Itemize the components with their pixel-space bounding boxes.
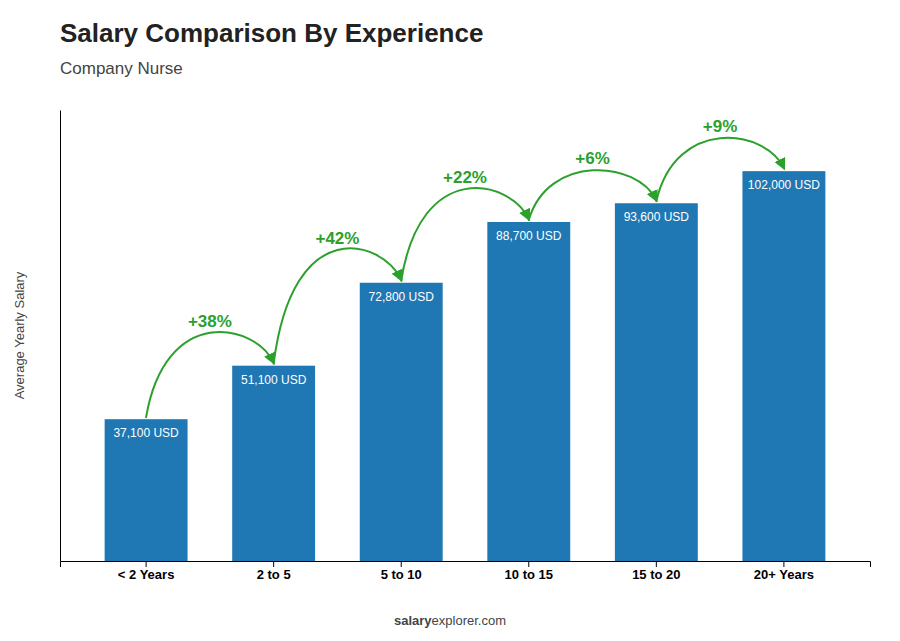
footer: salaryexplorer.com bbox=[394, 613, 506, 628]
annotation-arrow bbox=[529, 170, 657, 220]
y-axis-title: Average Yearly Salary bbox=[12, 271, 27, 399]
x-tick: 20+ Years bbox=[754, 561, 814, 582]
annotation: +9% bbox=[703, 117, 738, 136]
annotation: +38% bbox=[188, 312, 232, 331]
x-tick-mark bbox=[401, 561, 402, 567]
x-tick-label: 10 to 15 bbox=[505, 567, 553, 582]
data-label: 102,000 USD bbox=[748, 178, 820, 192]
bar bbox=[615, 203, 698, 561]
data-label: 51,100 USD bbox=[241, 373, 307, 387]
x-tick: 5 to 10 bbox=[381, 561, 422, 582]
x-tick-label: 2 to 5 bbox=[257, 567, 291, 582]
data-label: 37,100 USD bbox=[113, 426, 179, 440]
bar bbox=[360, 283, 443, 561]
x-tick: < 2 Years bbox=[118, 561, 175, 582]
y-axis-line bbox=[60, 111, 61, 562]
annotation: +42% bbox=[315, 229, 359, 248]
title: Salary Comparison By Experience bbox=[60, 18, 483, 48]
bars bbox=[105, 171, 826, 561]
y-axis bbox=[60, 111, 61, 562]
annotation-arrow bbox=[146, 332, 274, 417]
chart: Salary Comparison By Experience Company N… bbox=[0, 0, 900, 641]
x-tick-mark bbox=[783, 561, 784, 567]
x-tick-label: 20+ Years bbox=[754, 567, 814, 582]
annotations: +38% +42% +22% +6% +9% bbox=[146, 117, 784, 417]
annotation: +6% bbox=[575, 149, 610, 168]
x-tick-mark bbox=[528, 561, 529, 567]
x-tick-label: 5 to 10 bbox=[381, 567, 422, 582]
bar bbox=[487, 222, 570, 561]
x-axis: < 2 Years 2 to 5 5 to 10 10 to 15 15 to 20 20… bbox=[61, 561, 871, 582]
x-tick-mark bbox=[273, 561, 274, 567]
x-tick: 10 to 15 bbox=[505, 561, 553, 582]
x-tick-label: 15 to 20 bbox=[632, 567, 680, 582]
subtitle: Company Nurse bbox=[60, 59, 183, 78]
data-label: 72,800 USD bbox=[369, 290, 435, 304]
bar bbox=[742, 171, 825, 561]
footer-part: explorer.com bbox=[432, 613, 506, 628]
x-tick-mark bbox=[656, 561, 657, 567]
annotation-arrow bbox=[274, 248, 402, 363]
x-tick: 15 to 20 bbox=[632, 561, 680, 582]
bar bbox=[232, 366, 315, 561]
x-axis-line bbox=[61, 562, 871, 568]
data-label: 88,700 USD bbox=[496, 229, 562, 243]
x-tick-label: < 2 Years bbox=[118, 567, 175, 582]
annotation: +22% bbox=[443, 168, 487, 187]
data-label: 93,600 USD bbox=[624, 210, 690, 224]
annotation-arrow bbox=[401, 188, 529, 281]
x-tick-mark bbox=[146, 561, 147, 567]
annotation-arrow bbox=[656, 138, 784, 201]
bar bbox=[105, 419, 188, 561]
footer-part: salary bbox=[394, 613, 432, 628]
x-tick: 2 to 5 bbox=[257, 561, 291, 582]
data-labels: 37,100 USD 51,100 USD 72,800 USD 88,700 USD… bbox=[113, 178, 820, 440]
